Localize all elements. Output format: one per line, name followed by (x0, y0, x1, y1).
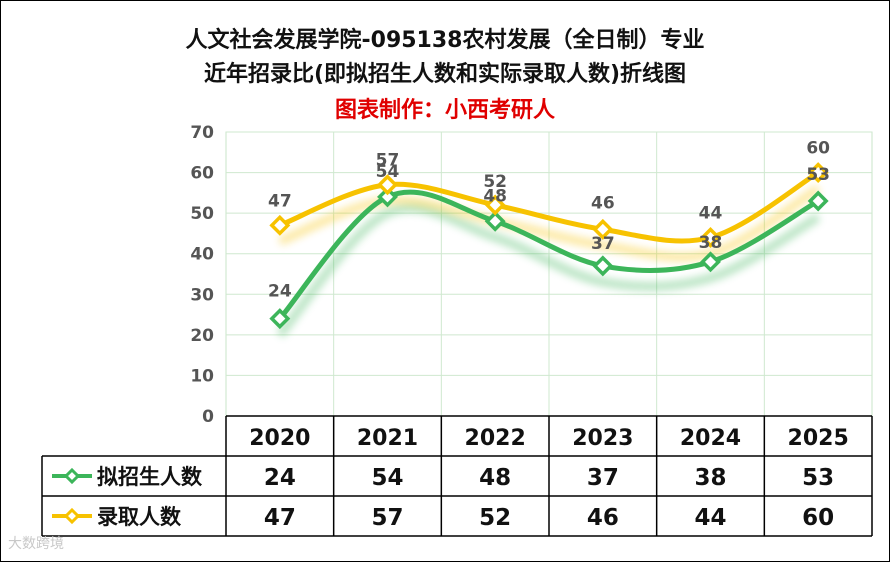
series-0-marker (484, 210, 506, 232)
series-1-marker (269, 214, 291, 236)
table-value: 38 (694, 465, 726, 491)
x-category-label: 2023 (572, 426, 633, 451)
series-1-marker (484, 194, 506, 216)
x-category-label: 2021 (357, 426, 418, 451)
y-tick-label: 50 (190, 204, 214, 224)
table-value: 37 (587, 465, 619, 491)
data-label: 48 (483, 186, 507, 206)
y-tick-label: 40 (190, 245, 214, 265)
table-value: 48 (479, 465, 511, 491)
series-1-marker (592, 218, 614, 240)
table-value: 46 (587, 505, 619, 531)
table-value: 47 (264, 505, 296, 531)
x-category-label: 2025 (788, 426, 849, 451)
series-glow-0 (276, 203, 821, 338)
table-value: 57 (371, 505, 403, 531)
series-0-marker (807, 190, 829, 212)
table-value: 44 (694, 505, 726, 531)
data-label: 47 (268, 191, 292, 211)
series-0-marker (592, 255, 614, 277)
x-category-label: 2024 (680, 426, 741, 451)
series-0-marker (700, 251, 721, 273)
series-1-marker (700, 227, 721, 248)
y-tick-label: 60 (190, 164, 214, 184)
watermark: 大数跨境 (8, 536, 64, 552)
series-0-marker (377, 186, 398, 208)
series-line-1 (277, 170, 821, 244)
chart-credit-line: 图表制作：小西考研人 (334, 98, 555, 123)
x-category-label: 2022 (465, 426, 526, 451)
legend-marker-0 (63, 467, 81, 485)
y-tick-label: 0 (202, 407, 214, 427)
data-label: 38 (699, 233, 723, 253)
table-value: 53 (802, 465, 834, 491)
data-label: 60 (806, 139, 830, 159)
legend-label: 录取人数 (97, 505, 182, 529)
data-label: 54 (376, 162, 400, 182)
y-tick-label: 70 (190, 123, 214, 143)
y-tick-label: 30 (190, 285, 214, 305)
table-value: 60 (802, 505, 834, 531)
series-0-marker (269, 308, 291, 330)
series-1-marker (807, 162, 829, 184)
y-tick-label: 10 (190, 366, 214, 386)
x-category-label: 2020 (249, 426, 310, 451)
chart-title-line-2: 近年招录比(即拟招生人数和实际录取人数)折线图 (203, 62, 687, 87)
table-value: 54 (371, 465, 403, 491)
data-label: 44 (699, 203, 723, 223)
series-1-marker (377, 174, 398, 196)
legend-label: 拟招生人数 (97, 465, 203, 489)
y-tick-label: 20 (190, 326, 214, 346)
data-label: 24 (268, 282, 292, 302)
data-label: 46 (591, 193, 615, 213)
data-label: 37 (591, 234, 615, 254)
series-line-0 (277, 189, 821, 322)
chart-title-line-1: 人文社会发展学院-095138农村发展（全日制）专业 (185, 28, 705, 53)
legend-marker-1 (63, 507, 81, 525)
table-value: 24 (264, 465, 296, 491)
data-label: 57 (376, 151, 400, 171)
table-value: 52 (479, 505, 511, 531)
data-label: 53 (806, 165, 830, 185)
data-label: 52 (483, 172, 507, 192)
